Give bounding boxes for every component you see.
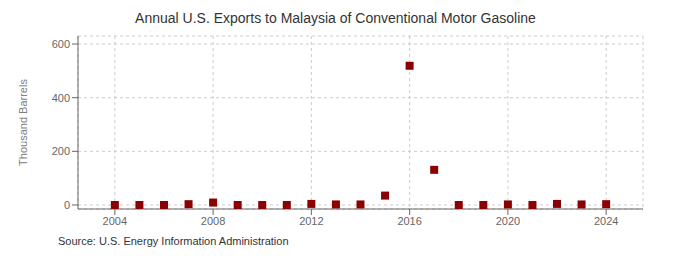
svg-text:600: 600 <box>52 38 70 50</box>
svg-text:2004: 2004 <box>103 215 127 227</box>
svg-text:2024: 2024 <box>594 215 618 227</box>
svg-text:Thousand Barrels: Thousand Barrels <box>17 79 29 166</box>
html-text:Source: U.S. Energy Informatio: Source: U.S. Energy Information Administ… <box>58 235 289 247</box>
html-text:Annual U.S. Exports to Malaysi: Annual U.S. Exports to Malaysia of Conve… <box>135 10 536 26</box>
svg-text:0: 0 <box>64 199 70 211</box>
svg-text:400: 400 <box>52 92 70 104</box>
svg-text:2016: 2016 <box>397 215 421 227</box>
svg-text:200: 200 <box>52 145 70 157</box>
svg-text:2020: 2020 <box>496 215 520 227</box>
svg-text:2012: 2012 <box>299 215 323 227</box>
svg-text:2008: 2008 <box>201 215 225 227</box>
